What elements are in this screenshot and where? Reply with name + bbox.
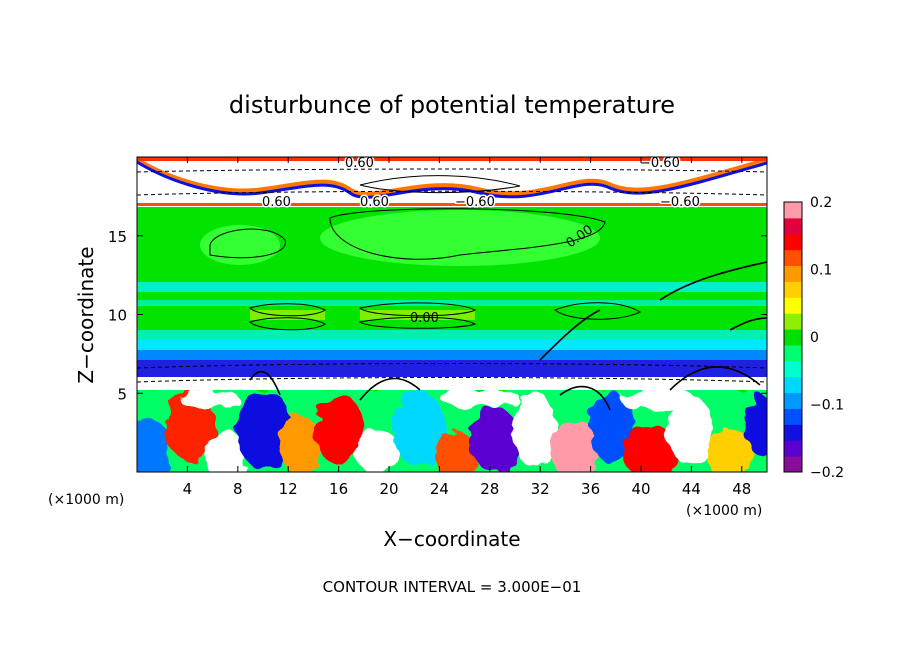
colorbar-swatch (784, 392, 802, 409)
contour-label: −0.60 (660, 195, 700, 210)
x-axis-unit-left: (×1000 m) (48, 492, 124, 508)
x-tick-label: 12 (279, 480, 298, 498)
colorbar-swatch (784, 329, 802, 346)
colorbar-swatch (784, 217, 802, 235)
colorbar-tick-label: 0 (810, 330, 819, 346)
top-band-waves (137, 157, 767, 197)
x-tick-label: 8 (233, 480, 243, 498)
colorbar-swatch (784, 456, 802, 473)
contour-label: 0.60 (262, 195, 291, 210)
stripe-left (250, 310, 325, 320)
colorbar: 0.2 0.1 0 −0.1 −0.2 (783, 195, 844, 481)
colorbar-swatch (784, 202, 802, 219)
x-tick-label: 48 (732, 480, 751, 498)
colorbar-frame (783, 201, 803, 473)
colorbar-swatch (784, 265, 802, 282)
contour-interval-note: CONTOUR INTERVAL = 3.000E−01 (323, 578, 582, 596)
contour-label: 0.60 (360, 195, 389, 210)
colorbar-swatch (784, 376, 802, 394)
colorbar-swatch (784, 408, 802, 425)
contour-lines (137, 168, 767, 411)
colorbar-tick-label: 0.1 (810, 263, 832, 279)
lower-turbulent-layer (137, 388, 767, 472)
colorbar-tick-label: 0.2 (810, 195, 832, 211)
colorbar-swatch (784, 233, 802, 251)
colorbar-swatch (784, 344, 802, 362)
x-tick-label: 44 (682, 480, 701, 498)
x-axis: 4 8 12 16 20 24 28 32 36 40 44 48 (183, 157, 751, 498)
plot-area: 0.60 0.60 −0.60 −0.60 0.60 −0.60 0.00 0.… (136, 156, 768, 473)
cyan-band (137, 340, 767, 350)
colorbar-swatch (784, 297, 802, 314)
top-edge-color (137, 157, 767, 161)
x-tick-label: 40 (631, 480, 650, 498)
teal-band-3 (137, 300, 767, 306)
negative-band-low (137, 376, 767, 390)
x-tick-label: 20 (379, 480, 398, 498)
blue-band (137, 360, 767, 377)
contour-label: 0.60 (345, 156, 374, 171)
chart-title: disturbunce of potential temperature (229, 91, 675, 119)
blue-band-top (137, 350, 767, 360)
colorbar-tick-label: −0.2 (810, 465, 844, 481)
y-axis: 5 10 15 (108, 228, 767, 403)
y-axis-label: Z−coordinate (74, 246, 98, 383)
x-axis-label: X−coordinate (383, 527, 520, 551)
stripe-mid (360, 310, 475, 320)
colorbar-swatch (784, 249, 802, 267)
contour-label: 0.00 (410, 311, 439, 326)
x-tick-label: 24 (430, 480, 449, 498)
x-axis-unit-right: (×1000 m) (686, 503, 762, 519)
contour-label: −0.60 (455, 195, 495, 210)
colorbar-swatch (784, 360, 802, 378)
teal-band-2 (137, 282, 767, 292)
x-tick-label: 32 (531, 480, 550, 498)
x-tick-label: 36 (581, 480, 600, 498)
upper-blob-center (320, 210, 600, 266)
x-tick-label: 4 (183, 480, 193, 498)
y-tick-label: 10 (108, 307, 127, 325)
x-tick-label: 28 (480, 480, 499, 498)
colorbar-swatch (784, 281, 802, 298)
top-band-white (137, 157, 767, 207)
y-tick-label: 5 (117, 385, 127, 403)
colorbar-swatch (784, 424, 802, 441)
contour-label: −0.60 (640, 156, 680, 171)
colorbar-tick-label: −0.1 (810, 398, 844, 414)
top-base-red (137, 203, 767, 206)
y-tick-label: 15 (108, 228, 127, 246)
teal-band (137, 330, 767, 340)
colorbar-swatch (784, 440, 802, 457)
x-tick-label: 16 (329, 480, 348, 498)
colorbar-swatch (784, 313, 802, 330)
